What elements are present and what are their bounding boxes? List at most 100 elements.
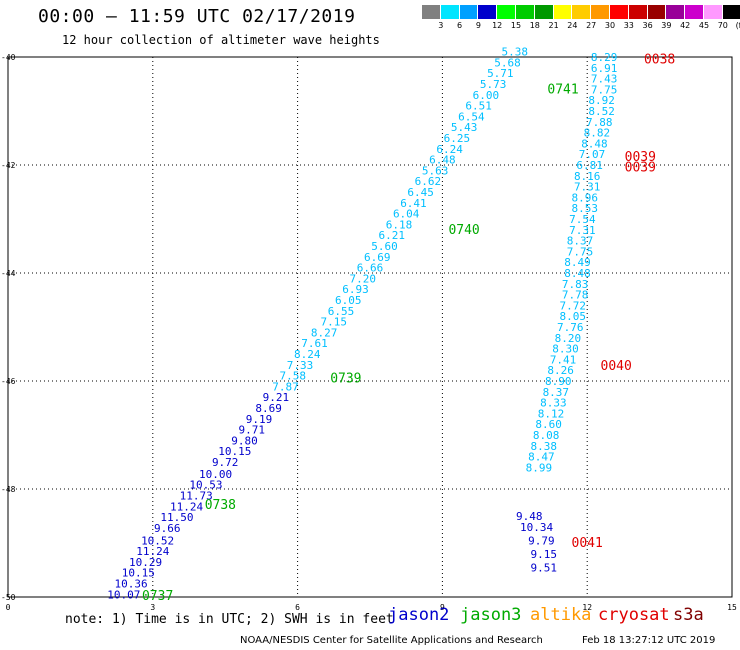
wave-height-value: 7.72: [559, 299, 586, 312]
wave-height-value: 6.41: [400, 197, 427, 210]
scale-swatch: [553, 5, 573, 19]
y-tick-label: -44: [1, 269, 16, 278]
wave-height-value: 8.37: [567, 235, 594, 248]
wave-height-value: 11.24: [170, 500, 203, 513]
wave-height-value: 8.99: [526, 461, 553, 474]
wave-height-value: 6.21: [378, 229, 405, 242]
wave-height-value: 7.61: [301, 337, 328, 350]
wave-height-value: 7.75: [567, 245, 594, 258]
wave-height-value: 10.29: [129, 556, 162, 569]
scale-swatch: [459, 5, 479, 19]
orbit-label: 0039: [625, 161, 656, 176]
wave-height-value: 9.79: [528, 534, 555, 547]
wave-height-value: 8.38: [531, 440, 558, 453]
wave-height-value: 6.81: [576, 159, 603, 172]
wave-height-value: 9.19: [246, 413, 273, 426]
scale-label: 42: [680, 21, 691, 30]
wave-height-value: 6.45: [407, 186, 434, 199]
wave-height-value: 10.52: [141, 534, 174, 547]
legend-jason3: jason3: [460, 605, 522, 625]
wave-height-value: 8.30: [552, 343, 579, 356]
wave-height-value: 11.50: [160, 511, 193, 524]
wave-height-value: 8.16: [574, 170, 601, 183]
y-tick-label: -42: [1, 161, 16, 170]
scale-swatch: [534, 5, 554, 19]
wave-height-value: 7.31: [574, 181, 601, 194]
scale-label: 12: [492, 21, 503, 30]
orbit-label: 0041: [572, 536, 603, 551]
wave-height-value: 9.15: [531, 548, 558, 561]
generated-timestamp: Feb 18 13:27:12 UTC 2019: [582, 635, 716, 646]
scale-swatch: [478, 5, 498, 19]
orbit-label: 0737: [142, 589, 173, 604]
scale-swatch: [422, 5, 441, 19]
wave-height-value: 5.68: [494, 56, 521, 69]
scale-swatch: [703, 5, 723, 19]
orbit-label: 0738: [205, 498, 236, 513]
scale-label: 33: [623, 21, 634, 30]
wave-height-value: 8.82: [584, 127, 611, 140]
wave-height-value: 7.07: [579, 148, 606, 161]
scale-label: 15: [510, 21, 522, 30]
legend-altika: altika: [530, 605, 592, 625]
scale-swatch: [497, 5, 516, 19]
wave-height-value: 7.78: [562, 289, 589, 302]
scale-label: 39: [661, 21, 672, 30]
wave-height-value: 8.12: [538, 407, 565, 420]
orbit-label: 0739: [330, 371, 361, 386]
wave-height-value: 5.73: [480, 78, 507, 91]
wave-height-value: 8.96: [572, 191, 599, 204]
wave-height-value: 5.63: [422, 164, 449, 177]
wave-height-value: 11.73: [180, 489, 213, 502]
wave-height-value: 7.33: [287, 359, 314, 372]
wave-height-value: 8.08: [533, 429, 560, 442]
y-tick-label: -40: [1, 53, 16, 62]
wave-height-value: 5.60: [371, 240, 398, 253]
wave-height-value: 8.37: [543, 386, 570, 399]
wave-height-value: 6.18: [386, 218, 413, 231]
y-tick-label: -50: [1, 593, 16, 602]
wave-height-value: 8.29: [591, 51, 618, 64]
wave-height-value: 6.66: [357, 262, 384, 275]
scale-label: 36: [642, 21, 653, 30]
wave-height-value: 8.27: [311, 326, 338, 339]
wave-height-value: 8.52: [588, 105, 615, 118]
scale-swatch: [722, 5, 740, 19]
orbit-label: 0038: [644, 53, 675, 68]
scale-swatch: [628, 5, 648, 19]
x-tick-label: 0: [6, 603, 11, 612]
wave-height-value: 6.54: [458, 110, 485, 123]
wave-height-value: 6.48: [429, 154, 456, 167]
wave-height-value: 7.83: [562, 278, 589, 291]
scale-label: 70: [717, 21, 728, 30]
wave-height-value: 8.47: [528, 451, 555, 464]
scale-label: 27: [586, 21, 597, 30]
wave-height-value: 7.58: [280, 370, 307, 383]
wave-height-value: 7.31: [569, 224, 596, 237]
scale-swatch: [609, 5, 629, 19]
wave-height-color-scale: [422, 5, 740, 19]
wave-height-value: 7.41: [550, 353, 577, 366]
units-note: note: 1) Time is in UTC; 2) SWH is in fe…: [65, 612, 394, 627]
wave-height-value: 6.91: [591, 62, 618, 75]
x-tick-label: 6: [295, 603, 300, 612]
wave-height-value: 9.72: [212, 456, 239, 469]
wave-height-value: 9.48: [516, 510, 543, 523]
wave-height-value: 9.80: [231, 434, 258, 447]
wave-height-value: 6.93: [342, 283, 369, 296]
wave-height-value: 6.55: [328, 305, 355, 318]
wave-height-value: 6.05: [335, 294, 362, 307]
wave-height-value: 8.26: [547, 364, 574, 377]
legend-jason2: jason2: [388, 605, 450, 625]
scale-label: 24: [567, 21, 578, 30]
wave-height-value: 10.00: [199, 468, 232, 481]
wave-height-value: 6.51: [465, 100, 492, 113]
x-tick-label: 9: [440, 603, 445, 612]
wave-height-value: 8.24: [294, 348, 321, 361]
legend-s3a: s3a: [673, 605, 704, 625]
wave-height-value: 5.71: [487, 67, 514, 80]
x-tick-label: 3: [150, 603, 155, 612]
map-frame: [7, 56, 733, 598]
wave-height-value: 8.48: [564, 267, 591, 280]
page-subtitle: 12 hour collection of altimeter wave hei…: [62, 33, 380, 47]
